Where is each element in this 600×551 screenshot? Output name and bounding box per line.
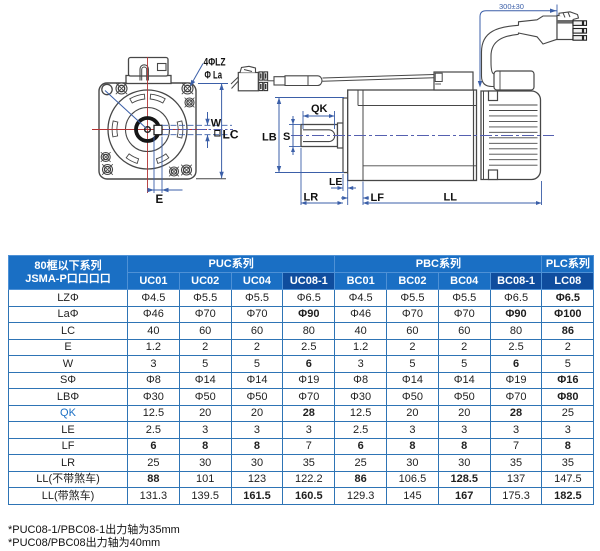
svg-text:W: W <box>211 118 222 130</box>
svg-text:S: S <box>283 131 290 143</box>
svg-text:Φ La: Φ La <box>205 70 223 82</box>
svg-text:E: E <box>156 194 164 206</box>
svg-text:LL: LL <box>444 192 458 204</box>
svg-text:300±30: 300±30 <box>499 2 524 11</box>
svg-text:LR: LR <box>304 192 319 204</box>
svg-text:4ΦLZ: 4ΦLZ <box>204 57 226 69</box>
svg-text:LE: LE <box>329 176 342 188</box>
svg-text:LB: LB <box>262 132 277 144</box>
svg-text:LF: LF <box>371 192 385 204</box>
svg-text:LC: LC <box>223 128 239 142</box>
svg-text:QK: QK <box>311 103 328 115</box>
